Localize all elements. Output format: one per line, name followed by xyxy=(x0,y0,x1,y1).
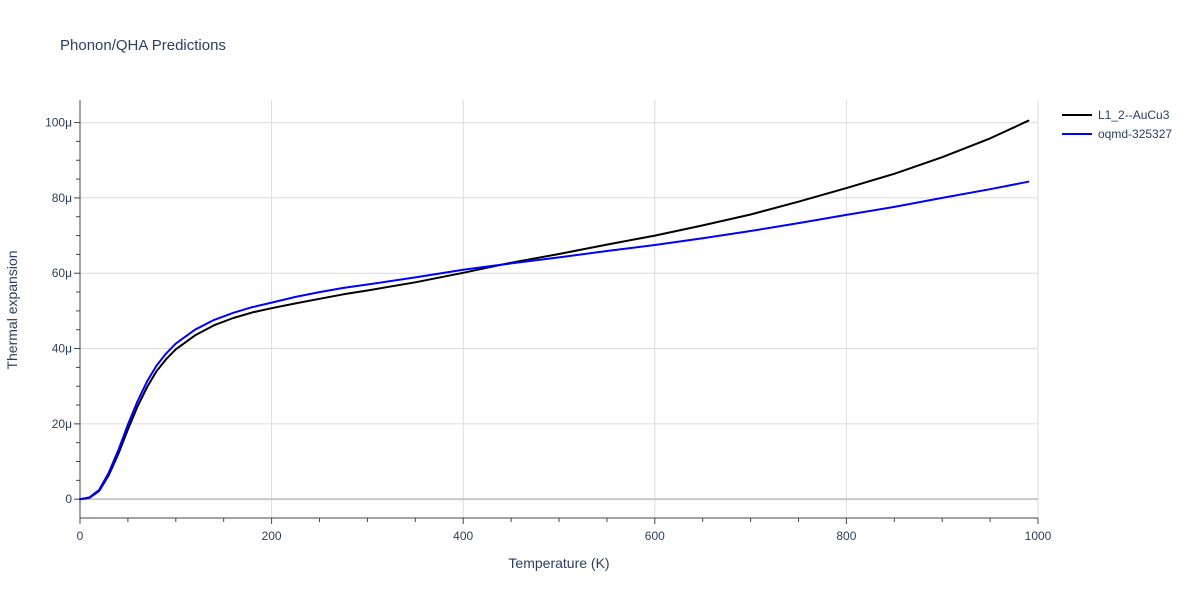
chart-title: Phonon/QHA Predictions xyxy=(60,37,226,54)
y-axis-ticks: 0 20μ 40μ 60μ 80μ 100μ xyxy=(45,116,80,506)
series-line-1 xyxy=(79,119,1030,501)
y-tick-label: 60μ xyxy=(52,266,72,280)
x-tick-label: 400 xyxy=(453,529,473,543)
legend-item[interactable]: oqmd-325327 xyxy=(1062,127,1172,141)
series-lines xyxy=(79,119,1030,501)
x-tick-label: 0 xyxy=(77,529,84,543)
series-line-2 xyxy=(79,180,1030,501)
y-tick-label: 0 xyxy=(65,492,72,506)
grid xyxy=(80,100,1039,518)
y-tick-label: 100μ xyxy=(45,116,72,130)
x-tick-label: 1000 xyxy=(1025,529,1052,543)
x-tick-label: 800 xyxy=(836,529,856,543)
x-tick-label: 200 xyxy=(262,529,282,543)
legend-label: oqmd-325327 xyxy=(1098,127,1172,141)
legend-item[interactable]: L1_2--AuCu3 xyxy=(1062,108,1170,122)
x-axis-ticks: 0 200 400 600 800 1000 xyxy=(77,518,1052,543)
y-tick-label: 20μ xyxy=(52,417,72,431)
legend[interactable]: L1_2--AuCu3 oqmd-325327 xyxy=(1062,108,1172,141)
y-axis-title: Thermal expansion xyxy=(4,250,20,369)
x-axis-title: Temperature (K) xyxy=(508,555,609,571)
y-tick-label: 80μ xyxy=(52,191,72,205)
x-tick-label: 600 xyxy=(645,529,665,543)
y-tick-label: 40μ xyxy=(52,342,72,356)
legend-label: L1_2--AuCu3 xyxy=(1098,108,1170,122)
